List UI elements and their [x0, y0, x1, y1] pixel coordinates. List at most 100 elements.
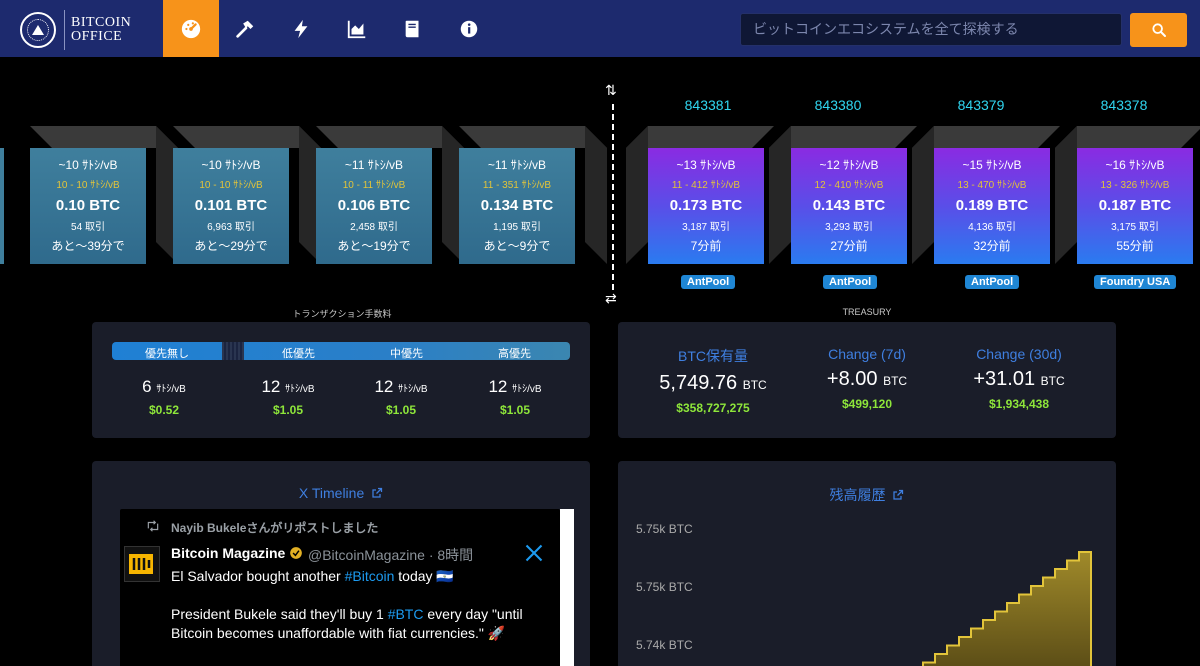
brand-logo[interactable]: BITCOIN OFFICE [20, 10, 131, 50]
external-link-icon [893, 489, 904, 500]
mined-block[interactable]: ~15 ｻﾄｼ/vB 13 - 470 ｻﾄｼ/vB 0.189 BTC 4,1… [912, 126, 1060, 264]
lightning-icon [294, 19, 308, 38]
block-median-fee: ~15 ｻﾄｼ/vB [962, 158, 1022, 172]
tweet-line1-text: El Salvador bought another [171, 568, 345, 584]
block-fee-range: 11 - 412 ｻﾄｼ/vB [671, 180, 741, 191]
block-tx-count: 3,175 取引 [1111, 222, 1159, 233]
brand-line2: OFFICE [71, 29, 123, 44]
fee-usd: $0.52 [148, 403, 180, 417]
fees-section-label: トランザクション手数料 [292, 309, 392, 319]
fee-unit: ｻﾄｼ/vB [398, 384, 428, 395]
x-timeline-title-text: X Timeline [298, 485, 365, 501]
block-height-link[interactable]: 843380 [814, 97, 862, 113]
block-fee-range: 13 - 470 ｻﾄｼ/vB [957, 180, 1027, 191]
fee-label-low: 低優先 [282, 348, 315, 360]
fee-low: 12 ｻﾄｼ/vB $1.05 [238, 377, 338, 417]
timeline-scrollbar[interactable] [560, 509, 574, 666]
balance-history-title-text: 残高履歴 [829, 487, 886, 503]
fee-high: 12 ｻﾄｼ/vB $1.05 [465, 377, 565, 417]
mining-pool-badge[interactable]: Foundry USA [1094, 275, 1177, 289]
fee-value: 12 [374, 377, 394, 396]
block-height-link[interactable]: 843381 [684, 97, 732, 113]
balance-history-chart: 5.75k BTC 5.75k BTC 5.74k BTC [636, 522, 1092, 666]
block-eta: あと〜29分で [194, 239, 268, 253]
mined-block[interactable]: ~16 ｻﾄｼ/vB 13 - 326 ｻﾄｼ/vB 0.187 BTC 3,1… [1055, 126, 1200, 264]
block-tx-count: 3,187 取引 [682, 222, 730, 233]
swap-vertical-icon[interactable]: ⇅ [605, 82, 617, 98]
tweet-author[interactable]: Bitcoin Magazine [171, 545, 303, 561]
block-tx-count: 3,293 取引 [825, 222, 873, 233]
mined-block[interactable]: ~13 ｻﾄｼ/vB 11 - 412 ｻﾄｼ/vB 0.173 BTC 3,1… [626, 126, 774, 264]
nav-dashboard-button[interactable] [163, 0, 219, 57]
hashtag-link[interactable]: #Bitcoin [344, 568, 395, 584]
treasury-value: 5,749.76 [659, 372, 738, 394]
mining-pool-badge[interactable]: AntPool [965, 275, 1020, 289]
balance-history-title[interactable]: 残高履歴 [618, 485, 1116, 505]
hashtag-link[interactable]: #BTC [387, 606, 424, 622]
mempool-divider [612, 104, 614, 290]
nav-graphs-button[interactable] [329, 0, 385, 57]
block-fee-range: 13 - 326 ｻﾄｼ/vB [1100, 180, 1170, 191]
fee-medium: 12 ｻﾄｼ/vB $1.05 [351, 377, 451, 417]
nav-lightning-button[interactable] [273, 0, 329, 57]
treasury-usd: $499,120 [841, 397, 893, 411]
block-age: 32分前 [973, 239, 1011, 253]
pending-block[interactable]: ~11 ｻﾄｼ/vB 11 - 351 ｻﾄｼ/vB 0.134 BTC 1,1… [459, 126, 607, 264]
nav-about-button[interactable] [441, 0, 497, 57]
x-timeline-title[interactable]: X Timeline [92, 485, 590, 501]
tweet-line1-end: today [394, 568, 433, 584]
block-total-fees: 0.173 BTC [669, 197, 743, 214]
pending-block[interactable]: ~10 ｻﾄｼ/vB 10 - 10 ｻﾄｼ/vB 0.101 BTC 6,96… [173, 126, 321, 264]
fee-unit: ｻﾄｼ/vB [512, 384, 542, 395]
block-median-fee: ~13 ｻﾄｼ/vB [676, 158, 736, 172]
pending-block[interactable]: ~11 ｻﾄｼ/vB 10 - 11 ｻﾄｼ/vB 0.106 BTC 2,45… [316, 126, 464, 264]
mining-pool-badge[interactable]: AntPool [823, 275, 878, 289]
block-fee-range: 10 - 11 ｻﾄｼ/vB [342, 180, 406, 191]
block-median-fee: ~11 ｻﾄｼ/vB [344, 158, 404, 172]
tweet-handle[interactable]: @BitcoinMagazine · 8時間 [308, 547, 474, 563]
search-input[interactable] [740, 13, 1122, 46]
tweet[interactable]: Nayib Bukeleさんがリポストしました Bitcoin Magazine… [120, 509, 560, 666]
block-eta: あと〜19分で [337, 239, 411, 253]
treasury-usd: $1,934,438 [988, 397, 1050, 411]
avatar[interactable] [124, 546, 160, 582]
treasury-card: BTC保有量 5,749.76 BTC $358,727,275 Change … [618, 322, 1116, 438]
fee-usd: $1.05 [385, 403, 417, 417]
tweet-line2: President Bukele said they'll buy 1 #BTC… [171, 605, 551, 643]
x-timeline-card: X Timeline Nayib Bukeleさんがリポストしました Bitco… [92, 461, 590, 666]
swap-horizontal-icon[interactable]: ⇄ [605, 290, 617, 306]
tweet-line1: El Salvador bought another #Bitcoin toda… [171, 567, 551, 586]
block-total-fees: 0.106 BTC [337, 197, 411, 214]
block-tx-count: 6,963 取引 [207, 222, 255, 233]
chart-icon [347, 20, 366, 38]
y-tick-label: 5.75k BTC [636, 522, 693, 536]
nav-mining-button[interactable] [217, 0, 273, 57]
treasury-unit: BTC [742, 378, 767, 392]
block-height-link[interactable]: 843379 [957, 97, 1005, 113]
brand-text: BITCOIN OFFICE [71, 16, 131, 44]
block-total-fees: 0.143 BTC [812, 197, 886, 214]
fee-label-none: 優先無し [145, 348, 189, 360]
nav-docs-button[interactable] [385, 0, 441, 57]
hammer-icon [236, 20, 254, 38]
treasury-section-label: TREASURY [842, 307, 892, 317]
repost-icon [147, 520, 159, 532]
tweet-repost-label: Nayib Bukeleさんがリポストしました [171, 521, 379, 535]
block-height-link[interactable]: 843378 [1100, 97, 1148, 113]
block-eta: あと〜9分で [483, 239, 551, 253]
fee-unit: ｻﾄｼ/vB [156, 384, 186, 395]
x-logo-icon[interactable] [524, 543, 544, 563]
treasury-unit: BTC [1040, 374, 1065, 388]
block-total-fees: 0.189 BTC [955, 197, 1029, 214]
block-median-fee: ~10 ｻﾄｼ/vB [201, 158, 261, 172]
mined-block[interactable]: ~12 ｻﾄｼ/vB 12 - 410 ｻﾄｼ/vB 0.143 BTC 3,2… [769, 126, 917, 264]
block-age: 7分前 [690, 239, 722, 253]
fee-none: 6 ｻﾄｼ/vB $0.52 [114, 377, 214, 417]
pending-block[interactable]: ~10 ｻﾄｼ/vB 10 - 10 ｻﾄｼ/vB 0.10 BTC 54 取引… [30, 126, 178, 264]
search-button[interactable] [1130, 13, 1187, 47]
pending-block-partial [0, 148, 4, 264]
treasury-head: Change (7d) [828, 346, 906, 362]
fees-card: 優先無し 低優先 中優先 高優先 6 ｻﾄｼ/vB $0.52 12 ｻﾄｼ/v… [92, 322, 590, 438]
treasury-usd: $358,727,275 [676, 401, 750, 415]
mining-pool-badge[interactable]: AntPool [681, 275, 736, 289]
